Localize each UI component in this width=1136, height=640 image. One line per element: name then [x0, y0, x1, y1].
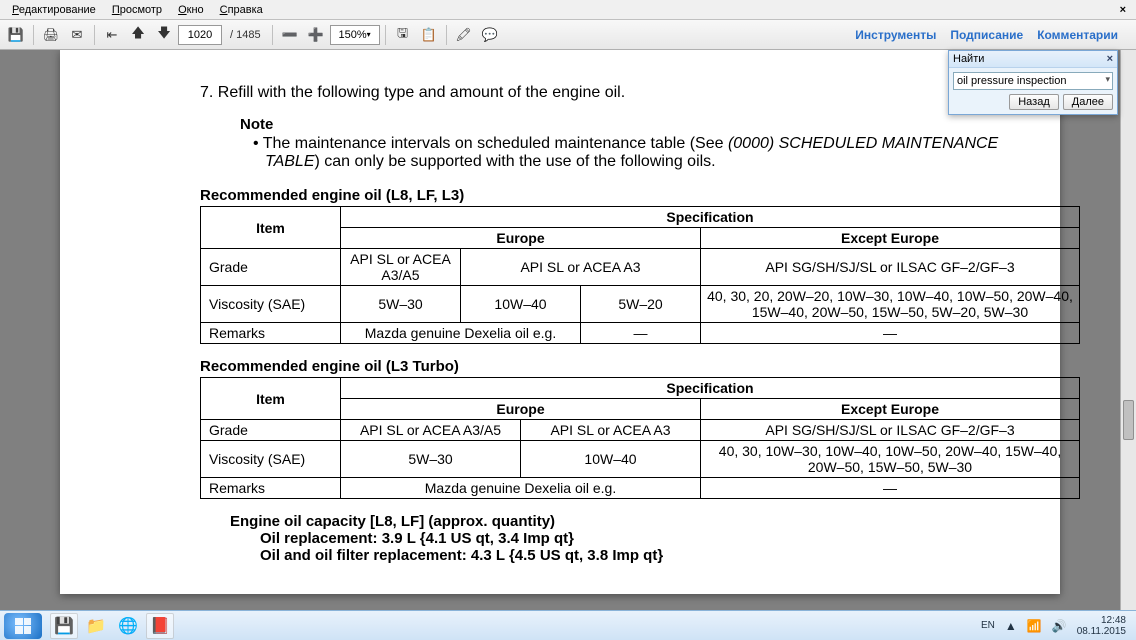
page-up-icon[interactable]: 🡅 [126, 23, 150, 47]
menu-view[interactable]: Просмотр [104, 2, 170, 18]
table-row: Grade API SL or ACEA A3/A5 API SL or ACE… [201, 420, 1080, 441]
find-prev-button[interactable]: Назад [1009, 94, 1059, 110]
tray-lang[interactable]: EN [981, 620, 995, 631]
th-europe: Europe [341, 399, 701, 420]
start-button[interactable] [4, 613, 42, 639]
menubar: Редактирование Просмотр Окно Справка × [0, 0, 1136, 20]
tool-note-icon[interactable]: 💬 [478, 23, 502, 47]
document-viewport[interactable]: 7. Refill with the following type and am… [0, 50, 1120, 610]
window-close-icon[interactable]: × [1114, 4, 1132, 16]
menu-help[interactable]: Справка [212, 2, 271, 18]
find-input[interactable] [953, 72, 1113, 90]
windows-icon [15, 618, 31, 634]
system-tray: EN ▲ 📶 🔊 12:48 08.11.2015 [981, 615, 1132, 637]
menu-window[interactable]: Окно [170, 2, 212, 18]
task-app1-icon[interactable]: 💾 [50, 613, 78, 639]
task-folder-icon[interactable]: 📁 [82, 613, 110, 639]
capacity-heading: Engine oil capacity [L8, LF] (approx. qu… [230, 513, 1020, 530]
tray-sound-icon[interactable]: 🔊 [1052, 619, 1067, 633]
find-next-button[interactable]: Далее [1063, 94, 1113, 110]
page-down-icon[interactable]: 🡇 [152, 23, 176, 47]
table1: Item Specification Europe Except Europe … [200, 206, 1080, 344]
tray-flag-icon[interactable]: ▲ [1005, 619, 1017, 633]
capacity-line: Oil replacement: 3.9 L {4.1 US qt, 3.4 I… [260, 530, 1020, 547]
scrollbar-thumb[interactable] [1123, 400, 1134, 440]
toolbar: 💾 🖨 ✉ ⇤ 🡅 🡇 / 1485 ➖ ➕ 150% ▾ 🖫 📋 🖍 💬 Ин… [0, 20, 1136, 50]
link-comments[interactable]: Комментарии [1037, 28, 1118, 42]
table-row: Viscosity (SAE) 5W–30 10W–40 40, 30, 10W… [201, 441, 1080, 478]
table2-title: Recommended engine oil (L3 Turbo) [200, 358, 1020, 375]
print-icon[interactable]: 🖨 [39, 23, 63, 47]
th-spec: Specification [341, 378, 1080, 399]
save-icon[interactable]: 💾 [4, 23, 28, 47]
th-except-europe: Except Europe [701, 399, 1080, 420]
right-tool-links: Инструменты Подписание Комментарии [855, 28, 1132, 42]
step-7-text: 7. Refill with the following type and am… [200, 84, 1020, 102]
workspace: 7. Refill with the following type and am… [0, 50, 1136, 610]
zoom-level[interactable]: 150% ▾ [330, 25, 380, 45]
th-spec: Specification [341, 207, 1080, 228]
mail-icon[interactable]: ✉ [65, 23, 89, 47]
table1-title: Recommended engine oil (L8, LF, L3) [200, 187, 1020, 204]
link-sign[interactable]: Подписание [950, 28, 1023, 42]
note-heading: Note [240, 116, 1020, 133]
find-title: Найти [953, 53, 984, 65]
table-row: Viscosity (SAE) 5W–30 10W–40 5W–20 40, 3… [201, 286, 1080, 323]
task-chrome-icon[interactable]: 🌐 [114, 613, 142, 639]
find-close-icon[interactable]: × [1107, 53, 1113, 65]
pdf-page: 7. Refill with the following type and am… [60, 50, 1060, 594]
tool-form-icon[interactable]: 📋 [417, 23, 441, 47]
table2: Item Specification Europe Except Europe … [200, 377, 1080, 499]
page-total-label: / 1485 [224, 29, 267, 41]
th-except-europe: Except Europe [701, 228, 1080, 249]
tray-clock[interactable]: 12:48 08.11.2015 [1077, 615, 1126, 637]
table-row: Grade API SL or ACEA A3/A5 API SL or ACE… [201, 249, 1080, 286]
zoom-in-icon[interactable]: ➕ [304, 23, 328, 47]
find-panel: Найти × ▾ Назад Далее [948, 50, 1118, 115]
capacity-line: Oil and oil filter replacement: 4.3 L {4… [260, 547, 1020, 564]
th-item: Item [201, 207, 341, 249]
th-europe: Europe [341, 228, 701, 249]
link-tools[interactable]: Инструменты [855, 28, 936, 42]
taskbar: 💾 📁 🌐 📕 EN ▲ 📶 🔊 12:48 08.11.2015 [0, 610, 1136, 640]
page-first-icon[interactable]: ⇤ [100, 23, 124, 47]
tool-save2-icon[interactable]: 🖫 [391, 23, 415, 47]
task-pdf-icon[interactable]: 📕 [146, 613, 174, 639]
zoom-out-icon[interactable]: ➖ [278, 23, 302, 47]
table-row: Remarks Mazda genuine Dexelia oil e.g. —… [201, 323, 1080, 344]
th-item: Item [201, 378, 341, 420]
menu-edit[interactable]: Редактирование [4, 2, 104, 18]
note-body: • The maintenance intervals on scheduled… [265, 135, 1020, 171]
tray-network-icon[interactable]: 📶 [1027, 619, 1042, 633]
tool-highlight-icon[interactable]: 🖍 [452, 23, 476, 47]
page-number-input[interactable] [178, 25, 222, 45]
table-row: Remarks Mazda genuine Dexelia oil e.g. — [201, 478, 1080, 499]
vertical-scrollbar[interactable] [1120, 50, 1136, 610]
